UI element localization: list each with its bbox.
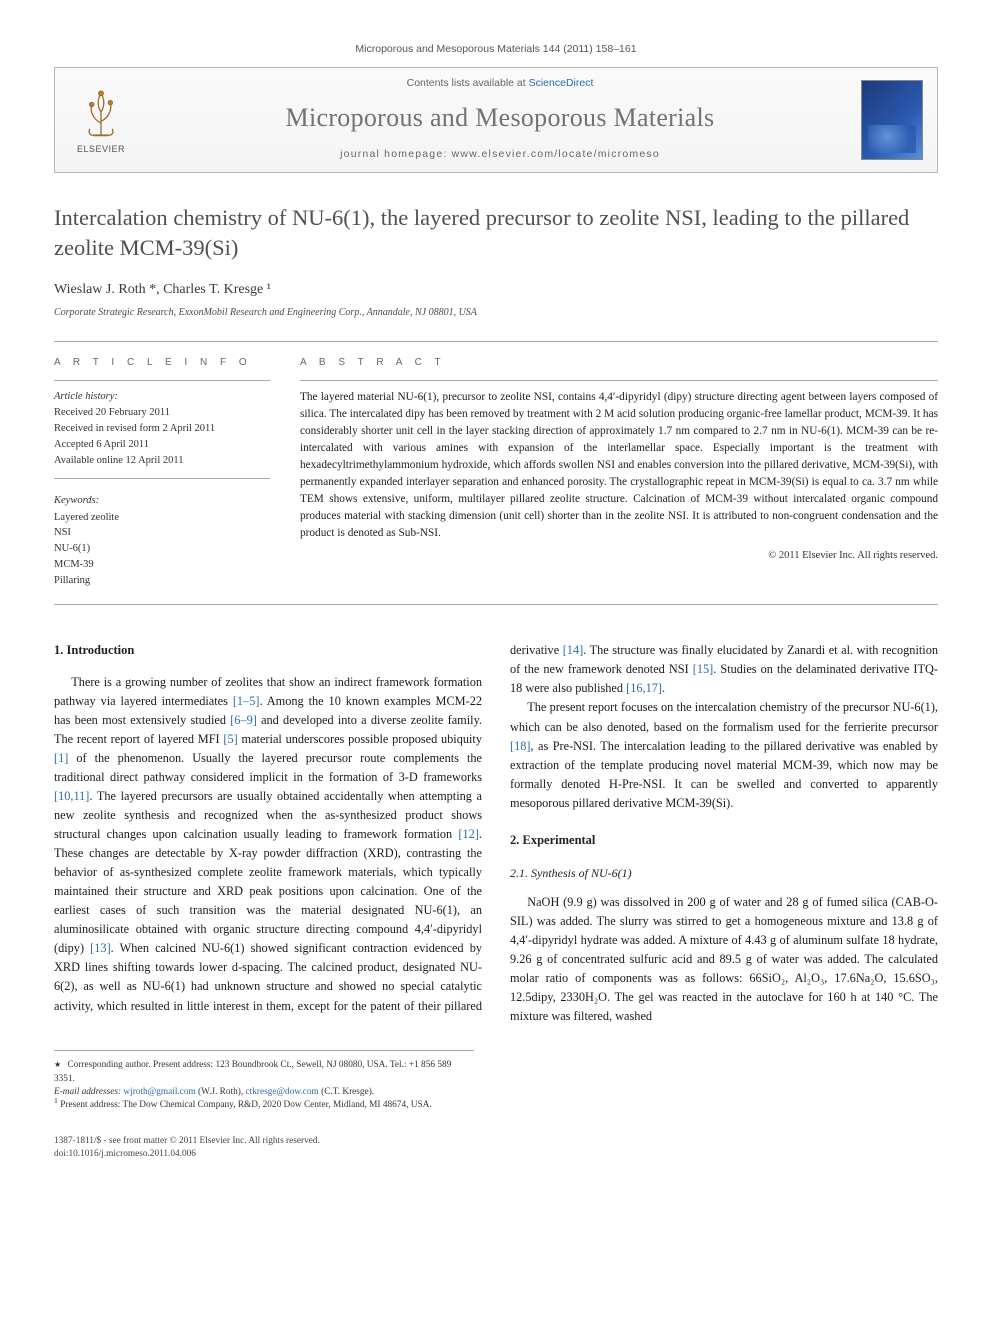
bottom-bar: 1387-1811/$ - see front matter © 2011 El… xyxy=(54,1135,938,1162)
ref-link[interactable]: [5] xyxy=(223,732,237,746)
front-matter-line: 1387-1811/$ - see front matter © 2011 El… xyxy=(54,1135,320,1162)
page-container: Microporous and Mesoporous Materials 144… xyxy=(0,0,992,1190)
divider-after-meta xyxy=(54,604,938,605)
journal-header: ELSEVIER Contents lists available at Sci… xyxy=(54,67,938,173)
doi-line[interactable]: doi:10.1016/j.micromeso.2011.04.006 xyxy=(54,1148,320,1161)
ref-link[interactable]: [6–9] xyxy=(230,713,257,727)
author-email-link[interactable]: ctkresge@dow.com xyxy=(246,1087,319,1097)
contents-prefix: Contents lists available at xyxy=(407,77,529,89)
abstract-label: A B S T R A C T xyxy=(300,356,938,371)
ref-link[interactable]: [10,11] xyxy=(54,789,89,803)
journal-homepage[interactable]: journal homepage: www.elsevier.com/locat… xyxy=(153,147,847,162)
experimental-para: NaOH (9.9 g) was dissolved in 200 g of w… xyxy=(510,893,938,1026)
history-revised: Received in revised form 2 April 2011 xyxy=(54,421,270,437)
sciencedirect-link[interactable]: ScienceDirect xyxy=(529,77,594,89)
keyword: Layered zeolite xyxy=(54,510,270,526)
text: The present report focuses on the interc… xyxy=(510,700,938,733)
history-accepted: Accepted 6 April 2011 xyxy=(54,437,270,453)
history-online: Available online 12 April 2011 xyxy=(54,453,270,469)
ref-link[interactable]: [1] xyxy=(54,751,68,765)
intro-para-2: The present report focuses on the interc… xyxy=(510,698,938,812)
footnote-block: Corresponding author. Present address: 1… xyxy=(54,1050,474,1113)
email-line: E-mail addresses: wjroth@gmail.com (W.J.… xyxy=(54,1086,474,1099)
meta-row: A R T I C L E I N F O Article history: R… xyxy=(54,342,938,605)
text: . xyxy=(662,681,665,695)
keywords-head: Keywords: xyxy=(54,493,270,508)
history-head: Article history: xyxy=(54,389,270,404)
article-info-col: A R T I C L E I N F O Article history: R… xyxy=(54,356,270,589)
email-label: E-mail addresses: xyxy=(54,1087,121,1097)
article-info-label: A R T I C L E I N F O xyxy=(54,356,270,371)
abstract-text: The layered material NU-6(1), precursor … xyxy=(300,389,938,541)
text: . When calcined NU-6(1) showed significa… xyxy=(111,941,470,955)
keyword: NU-6(1) xyxy=(54,541,270,557)
abstract-col: A B S T R A C T The layered material NU-… xyxy=(300,356,938,589)
contents-available-line: Contents lists available at ScienceDirec… xyxy=(153,76,847,91)
email-who: (C.T. Kresge). xyxy=(319,1087,374,1097)
text: . These changes are detectable by X-ray … xyxy=(54,827,482,955)
author-email-link[interactable]: wjroth@gmail.com xyxy=(123,1087,195,1097)
subsection-heading-2-1: 2.1. Synthesis of NU-6(1) xyxy=(510,864,938,883)
ref-link[interactable]: [16,17] xyxy=(626,681,662,695)
section-heading-2: 2. Experimental xyxy=(510,831,938,850)
keyword: NSI xyxy=(54,525,270,541)
keyword: Pillaring xyxy=(54,573,270,589)
text: of the phenomenon. Usually the layered p… xyxy=(54,751,482,784)
text: , as Pre-NSI. The intercalation leading … xyxy=(510,739,938,810)
article-title: Intercalation chemistry of NU-6(1), the … xyxy=(54,203,938,262)
history-received: Received 20 February 2011 xyxy=(54,405,270,421)
cover-image xyxy=(861,80,923,160)
present-address-note: 1 Present address: The Dow Chemical Comp… xyxy=(54,1099,474,1112)
journal-title: Microporous and Mesoporous Materials xyxy=(153,99,847,137)
header-center: Contents lists available at ScienceDirec… xyxy=(147,68,853,172)
ref-link[interactable]: [18] xyxy=(510,739,531,753)
divider-kw xyxy=(54,478,270,479)
text: material underscores possible proposed u… xyxy=(238,732,482,746)
footnote-text: Present address: The Dow Chemical Compan… xyxy=(60,1100,431,1110)
publisher-logo: ELSEVIER xyxy=(55,68,147,172)
elsevier-tree-icon xyxy=(73,84,129,140)
corresponding-author-note: Corresponding author. Present address: 1… xyxy=(54,1059,474,1086)
publisher-name: ELSEVIER xyxy=(77,143,125,156)
affiliation: Corporate Strategic Research, ExxonMobil… xyxy=(54,306,938,321)
journal-cover-thumb xyxy=(853,68,937,172)
ref-link[interactable]: [13] xyxy=(90,941,111,955)
running-head-citation: Microporous and Mesoporous Materials 144… xyxy=(54,42,938,57)
copyright-line: 1387-1811/$ - see front matter © 2011 El… xyxy=(54,1135,320,1148)
footnote-text: Corresponding author. Present address: 1… xyxy=(54,1060,451,1083)
authors-line: Wieslaw J. Roth *, Charles T. Kresge ¹ xyxy=(54,280,938,300)
keyword: MCM-39 xyxy=(54,557,270,573)
ref-link[interactable]: [14] xyxy=(563,643,584,657)
body-columns: 1. Introduction There is a growing numbe… xyxy=(54,641,938,1026)
abstract-copyright: © 2011 Elsevier Inc. All rights reserved… xyxy=(300,548,938,563)
text: . The layered precursors are usually obt… xyxy=(54,789,482,841)
section-heading-1: 1. Introduction xyxy=(54,641,482,660)
email-who: (W.J. Roth), xyxy=(196,1087,246,1097)
authors-text: Wieslaw J. Roth *, Charles T. Kresge ¹ xyxy=(54,282,271,297)
ref-link[interactable]: [1–5] xyxy=(233,694,260,708)
ref-link[interactable]: [12] xyxy=(458,827,479,841)
ref-link[interactable]: [15] xyxy=(693,662,714,676)
